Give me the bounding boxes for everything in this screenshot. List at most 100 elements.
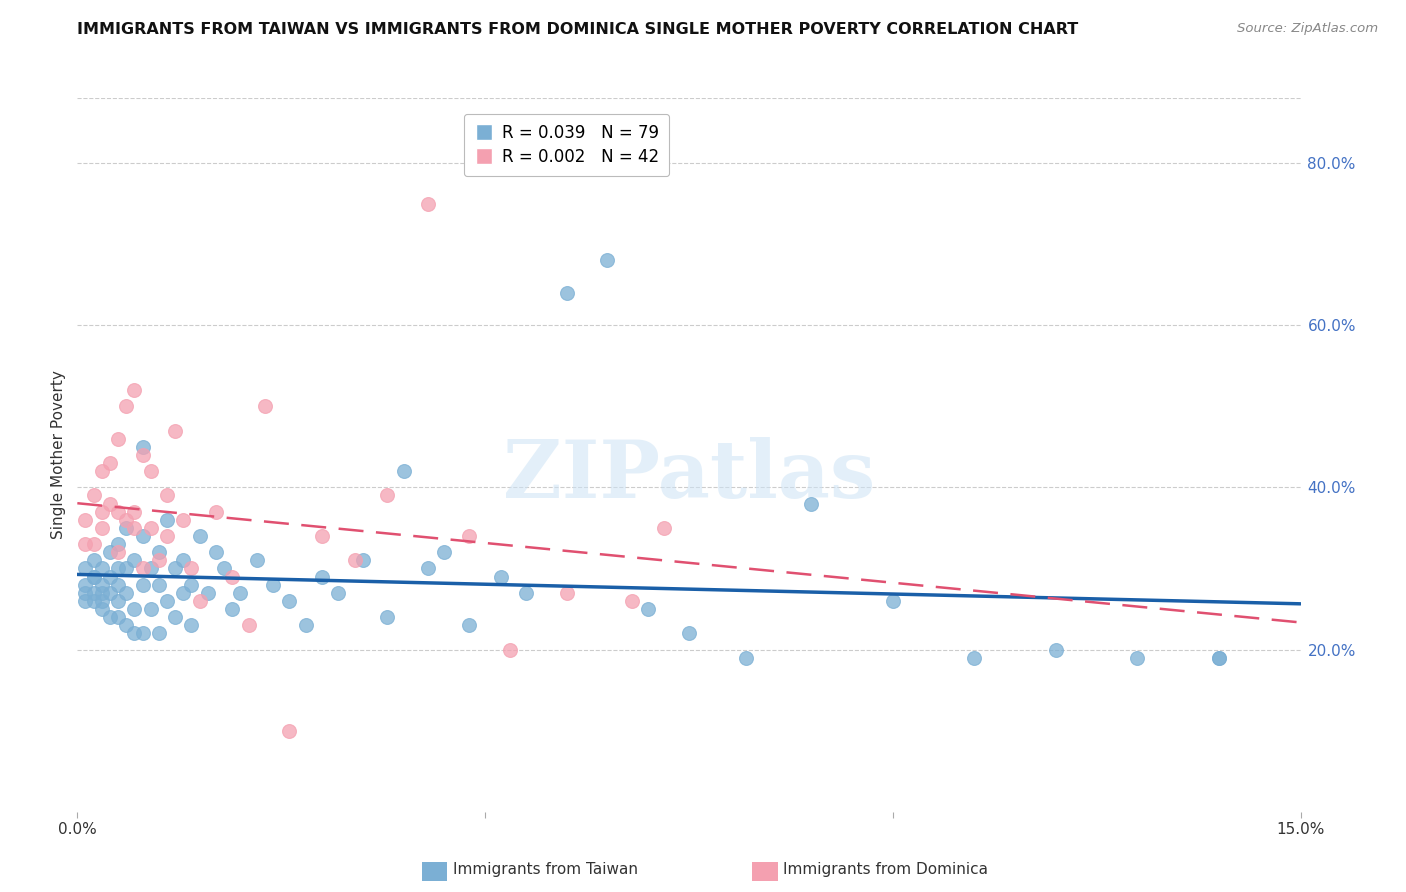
Point	[491, 569, 513, 583]
Point	[375, 488, 398, 502]
Point	[375, 610, 398, 624]
Point	[131, 529, 153, 543]
Point	[457, 618, 479, 632]
Point	[197, 586, 219, 600]
Point	[515, 586, 537, 600]
Point	[90, 594, 112, 608]
Point	[124, 602, 146, 616]
Point	[115, 561, 138, 575]
Point	[156, 488, 179, 502]
Point	[75, 537, 97, 551]
Point	[212, 561, 235, 575]
Point	[205, 545, 228, 559]
Point	[124, 505, 146, 519]
Point	[172, 553, 194, 567]
Point	[416, 561, 439, 575]
Point	[311, 569, 333, 583]
Point	[139, 521, 162, 535]
Point	[75, 577, 97, 591]
Point	[83, 488, 105, 502]
Point	[98, 456, 121, 470]
Point	[115, 586, 138, 600]
Point	[1208, 650, 1230, 665]
Point	[148, 577, 170, 591]
Point	[188, 594, 211, 608]
Point	[107, 577, 129, 591]
Point	[253, 399, 276, 413]
Point	[83, 586, 105, 600]
Point	[229, 586, 252, 600]
Point	[98, 497, 121, 511]
Point	[637, 602, 659, 616]
Point	[416, 196, 439, 211]
Point	[963, 650, 986, 665]
Point	[98, 586, 121, 600]
Point	[115, 513, 138, 527]
Point	[75, 586, 97, 600]
Point	[180, 561, 202, 575]
Point	[294, 618, 316, 632]
Point	[107, 537, 129, 551]
Text: ZIPatlas: ZIPatlas	[503, 437, 875, 516]
Point	[107, 432, 129, 446]
Point	[1126, 650, 1149, 665]
Point	[246, 553, 269, 567]
Point	[139, 602, 162, 616]
Point	[98, 569, 121, 583]
Point	[457, 529, 479, 543]
Point	[882, 594, 904, 608]
Point	[172, 586, 194, 600]
Point	[131, 577, 153, 591]
Point	[1045, 642, 1067, 657]
Y-axis label: Single Mother Poverty: Single Mother Poverty	[51, 370, 66, 540]
Point	[498, 642, 520, 657]
Text: Immigrants from Taiwan: Immigrants from Taiwan	[453, 863, 638, 877]
Text: Source: ZipAtlas.com: Source: ZipAtlas.com	[1237, 22, 1378, 36]
Point	[148, 626, 170, 640]
Point	[148, 545, 170, 559]
Point	[75, 513, 97, 527]
Point	[107, 610, 129, 624]
Point	[124, 553, 146, 567]
Point	[139, 561, 162, 575]
Point	[107, 594, 129, 608]
Point	[165, 561, 187, 575]
Point	[262, 577, 284, 591]
Point	[433, 545, 456, 559]
Point	[1208, 650, 1230, 665]
Point	[221, 602, 243, 616]
Point	[221, 569, 243, 583]
Point	[124, 626, 146, 640]
Point	[107, 545, 129, 559]
Point	[596, 253, 619, 268]
Point	[90, 561, 112, 575]
Point	[90, 464, 112, 478]
Point	[83, 569, 105, 583]
Point	[165, 424, 187, 438]
Point	[90, 602, 112, 616]
Point	[107, 561, 129, 575]
Point	[90, 586, 112, 600]
Point	[343, 553, 366, 567]
Point	[124, 383, 146, 397]
Text: IMMIGRANTS FROM TAIWAN VS IMMIGRANTS FROM DOMINICA SINGLE MOTHER POVERTY CORRELA: IMMIGRANTS FROM TAIWAN VS IMMIGRANTS FRO…	[77, 22, 1078, 37]
Point	[75, 594, 97, 608]
Point	[278, 594, 301, 608]
Point	[172, 513, 194, 527]
Point	[131, 448, 153, 462]
Point	[156, 594, 179, 608]
Point	[98, 610, 121, 624]
Point	[555, 586, 578, 600]
Point	[311, 529, 333, 543]
Point	[188, 529, 211, 543]
Point	[165, 610, 187, 624]
Point	[180, 577, 202, 591]
Point	[392, 464, 415, 478]
Point	[83, 594, 105, 608]
Point	[328, 586, 350, 600]
Point	[654, 521, 676, 535]
Point	[800, 497, 823, 511]
Point	[352, 553, 374, 567]
Point	[139, 464, 162, 478]
Point	[83, 537, 105, 551]
